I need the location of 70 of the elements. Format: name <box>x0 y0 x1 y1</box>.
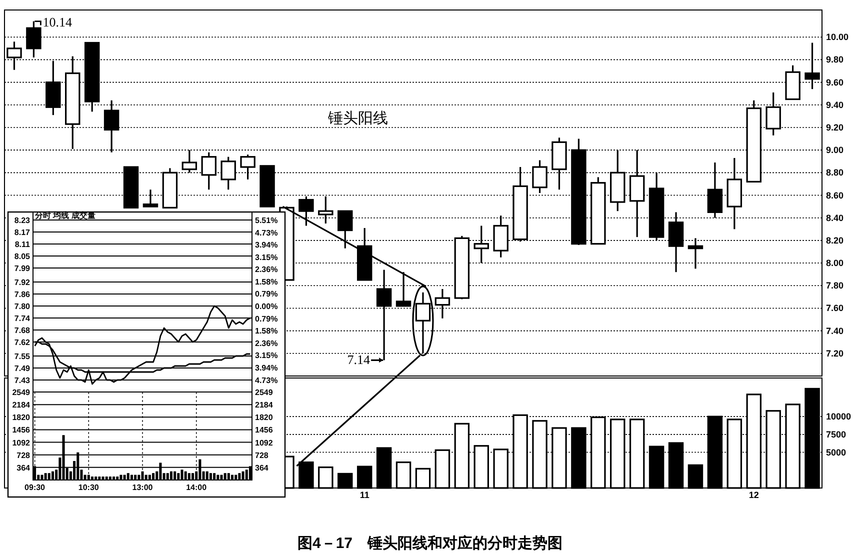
y-tick-label: 8.00 <box>826 258 844 268</box>
y-tick-label: 10000 <box>826 412 852 422</box>
y2-tick-label: 4.73% <box>255 376 278 385</box>
y-tick-label: 2184 <box>12 400 31 410</box>
y2-tick-label: 0.79% <box>255 314 278 324</box>
y2-tick-label: 4.73% <box>255 228 278 238</box>
y-tick-label: 7.80 <box>826 280 844 291</box>
y2-tick-label: 2549 <box>255 388 274 397</box>
y2-tick-label: 2184 <box>255 400 274 410</box>
y-tick-label: 8.11 <box>14 240 31 249</box>
y2-tick-label: 364 <box>255 463 269 472</box>
y2-tick-label: 1456 <box>255 426 274 435</box>
y-tick-label: 10.00 <box>826 32 849 42</box>
y-tick-label: 7.62 <box>14 338 31 347</box>
y-tick-label: 8.60 <box>826 190 844 200</box>
y-tick-label: 8.20 <box>826 235 844 246</box>
y-tick-label: 1820 <box>12 413 31 422</box>
y-tick-label: 728 <box>16 450 31 460</box>
x-tick-label: 11 <box>360 490 370 500</box>
y-tick-label: 7.68 <box>14 326 31 335</box>
y2-tick-label: 3.94% <box>255 240 278 250</box>
y-tick-label: 7.92 <box>14 278 31 287</box>
y-tick-label: 7500 <box>826 429 846 440</box>
annotation: 7.14 <box>347 352 371 368</box>
annotation: 10.14 <box>42 14 72 30</box>
y-tick-label: 8.80 <box>826 168 844 178</box>
y2-tick-label: 2.36% <box>255 338 278 348</box>
y2-tick-label: 5.51% <box>255 216 278 226</box>
x-tick-label: 12 <box>748 490 759 500</box>
y-tick-label: 7.20 <box>826 348 844 358</box>
annotation: 锤头阳线 <box>327 110 388 127</box>
y-tick-label: 7.40 <box>826 326 844 336</box>
y-tick-label: 9.00 <box>826 145 844 156</box>
x-tick-label: 14:00 <box>186 483 208 492</box>
y-tick-label: 8.05 <box>14 252 31 261</box>
y2-tick-label: 3.15% <box>255 252 278 262</box>
y2-tick-label: 1.58% <box>255 326 278 336</box>
y-tick-label: 364 <box>16 463 31 472</box>
y2-tick-label: 1.58% <box>255 277 278 286</box>
y-tick-label: 7.80 <box>14 302 31 311</box>
y2-tick-label: 728 <box>255 450 269 460</box>
y-tick-label: 8.23 <box>14 216 31 225</box>
y2-tick-label: 3.94% <box>255 364 278 373</box>
y-tick-label: 7.99 <box>14 264 31 273</box>
x-tick-label: 09:30 <box>24 483 46 492</box>
y-tick-label: 7.74 <box>14 314 31 323</box>
y2-tick-label: 2.36% <box>255 265 278 274</box>
caption: 图4－17 锤头阳线和对应的分时走势图 <box>297 534 563 552</box>
y2-tick-label: 0.00% <box>255 302 278 312</box>
x-tick-label: 10:30 <box>78 483 100 492</box>
y-tick-label: 7.60 <box>826 303 844 314</box>
y-tick-label: 9.80 <box>826 54 844 65</box>
y-tick-label: 1456 <box>12 426 31 435</box>
y-tick-label: 9.20 <box>826 122 844 132</box>
y2-tick-label: 3.15% <box>255 351 278 360</box>
y-tick-label: 5000 <box>826 447 846 458</box>
y-tick-label: 7.86 <box>14 290 31 299</box>
y2-tick-label: 1092 <box>255 438 274 448</box>
y2-tick-label: 0.79% <box>255 290 278 299</box>
y2-tick-label: 1820 <box>255 413 274 422</box>
y-tick-label: 1092 <box>12 438 31 448</box>
y-tick-label: 7.49 <box>14 364 31 373</box>
y-tick-label: 7.55 <box>14 352 31 361</box>
y-tick-label: 7.43 <box>14 376 31 385</box>
x-tick-label: 13:00 <box>132 483 154 492</box>
y-tick-label: 8.40 <box>826 212 844 223</box>
y-tick-label: 8.17 <box>14 228 31 237</box>
y-tick-label: 9.60 <box>826 77 844 88</box>
y-tick-label: 2549 <box>12 388 31 397</box>
y-tick-label: 9.40 <box>826 100 844 110</box>
